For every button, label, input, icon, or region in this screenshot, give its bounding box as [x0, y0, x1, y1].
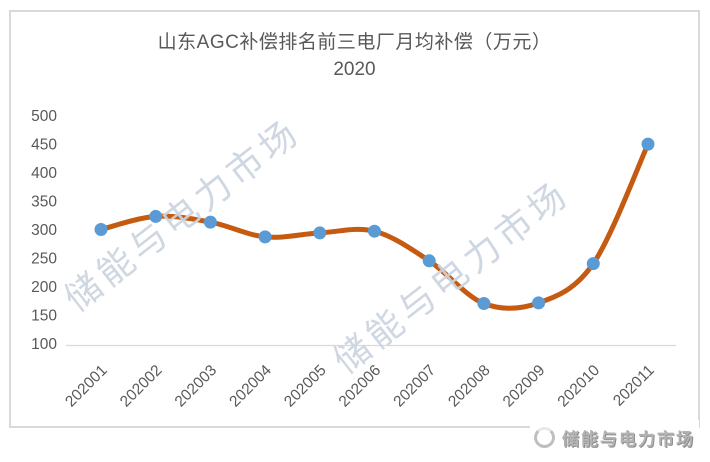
y-axis-label: 250 [31, 250, 57, 267]
x-axis-label: 202008 [445, 362, 494, 411]
data-point [532, 296, 546, 310]
y-axis-label: 200 [31, 279, 57, 296]
x-axis-label: 202009 [500, 362, 549, 411]
x-axis-label: 202003 [172, 362, 221, 411]
y-axis-label: 300 [31, 222, 57, 239]
x-axis-label: 202011 [610, 362, 658, 410]
x-axis-label: 202004 [226, 362, 275, 411]
x-axis-label: 202005 [281, 362, 330, 411]
chart-title: 山东AGC补偿排名前三电厂月均补偿（万元） [157, 32, 552, 53]
data-point [477, 296, 491, 310]
data-point [313, 226, 327, 240]
x-axis-label: 202007 [390, 362, 439, 411]
data-point [258, 230, 272, 244]
y-axis-label: 500 [31, 108, 57, 125]
data-point [203, 215, 217, 229]
data-point [586, 257, 600, 271]
chart-frame [9, 10, 700, 428]
x-axis-label: 202006 [336, 362, 385, 411]
data-point [149, 209, 163, 223]
chart-subtitle: 2020 [333, 59, 376, 80]
series-line [98, 141, 651, 311]
data-point [641, 137, 655, 151]
x-axis-label: 202001 [62, 362, 111, 411]
x-axis-label: 202010 [555, 362, 604, 411]
y-axis-label: 450 [31, 137, 57, 154]
x-axis-label: 202002 [117, 362, 166, 411]
y-axis-label: 350 [31, 194, 57, 211]
brand-logo-icon [534, 426, 555, 448]
y-axis-label: 150 [31, 307, 57, 324]
y-axis-label: 400 [31, 165, 57, 182]
data-point [94, 223, 108, 236]
data-point [368, 224, 381, 238]
data-point [422, 254, 436, 268]
brand-logo-text: 储能与电力市场 [562, 429, 695, 449]
brand-logo: 储能与电力市场 [530, 420, 699, 454]
y-axis-label: 100 [31, 336, 57, 353]
